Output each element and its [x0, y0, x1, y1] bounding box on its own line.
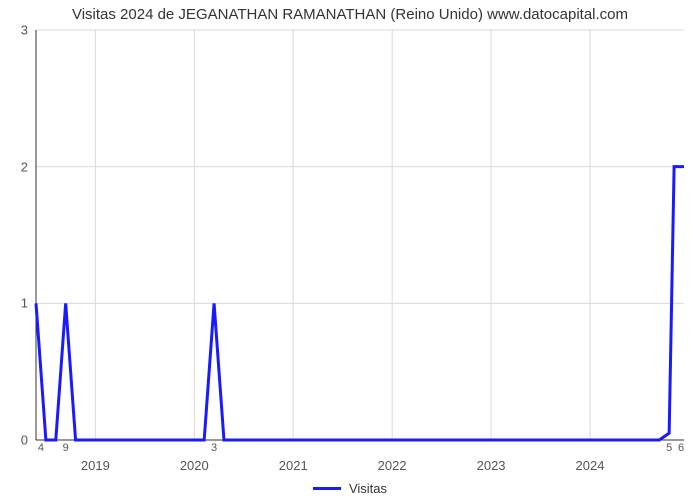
x-tick-label: 2023 [477, 452, 506, 473]
legend: Visitas [0, 481, 700, 496]
x-tick-label: 2020 [180, 452, 209, 473]
x-tick-label: 2021 [279, 452, 308, 473]
x-point-label: 4 [38, 440, 44, 454]
y-tick-label: 0 [21, 433, 36, 448]
legend-swatch [313, 487, 341, 490]
x-point-label: 3 [211, 440, 217, 454]
y-tick-label: 3 [21, 23, 36, 38]
x-point-label: 5 [666, 440, 672, 454]
x-tick-label: 2019 [81, 452, 110, 473]
chart-container: Visitas 2024 de JEGANATHAN RAMANATHAN (R… [0, 0, 700, 500]
x-point-label: 6 [678, 440, 684, 454]
plot-area: 012320192020202120222023202449356 [36, 30, 684, 440]
x-tick-label: 2022 [378, 452, 407, 473]
chart-title: Visitas 2024 de JEGANATHAN RAMANATHAN (R… [0, 6, 700, 23]
legend-label: Visitas [349, 481, 387, 496]
y-tick-label: 1 [21, 296, 36, 311]
x-point-label: 9 [63, 440, 69, 454]
y-tick-label: 2 [21, 159, 36, 174]
x-tick-label: 2024 [576, 452, 605, 473]
line-series [36, 30, 684, 440]
